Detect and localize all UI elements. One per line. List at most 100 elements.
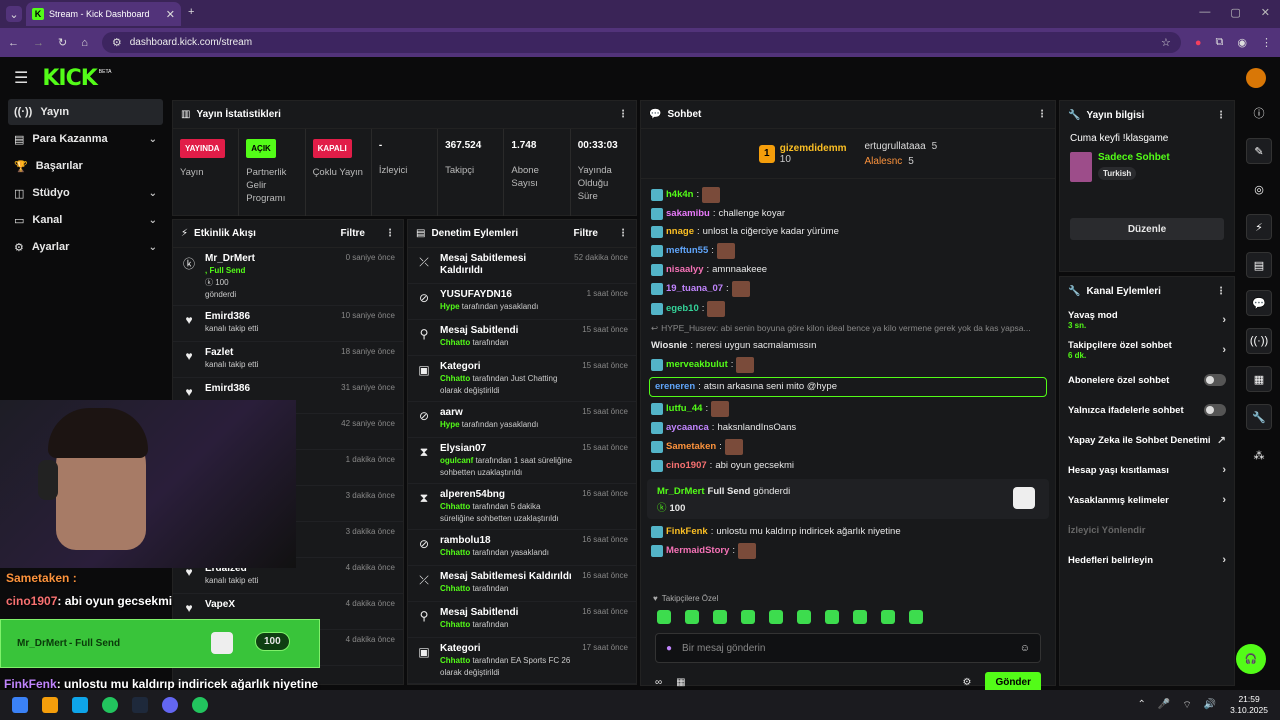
moderation-title[interactable]: alperen54bng	[440, 489, 506, 500]
highlighted-message[interactable]: ereneren: atsın arkasına seni mito @hype	[649, 377, 1047, 397]
more-menu-icon[interactable]: ⋮	[1216, 285, 1226, 297]
chat-message[interactable]: sakamibu: challenge koyar	[651, 207, 1045, 221]
pencil-icon[interactable]: ✎	[1246, 138, 1272, 164]
chat-message[interactable]: nnage: unlost la ciğerciye kadar yürüme	[651, 225, 1045, 239]
moderation-title[interactable]: Elysian07	[440, 443, 487, 454]
chat-message[interactable]: 19_tuana_07:	[651, 281, 1045, 297]
activity-user[interactable]: Fazlet	[205, 347, 234, 358]
close-tab-icon[interactable]: ✕	[165, 8, 175, 21]
chat-message[interactable]: h4k4n:	[651, 187, 1045, 203]
support-headset-icon[interactable]: 🎧	[1236, 644, 1266, 674]
activity-user[interactable]: Emird386	[205, 311, 251, 322]
moderation-icon[interactable]: ▦	[1246, 366, 1272, 392]
chat-username[interactable]: meftun55	[666, 245, 709, 256]
chat-username[interactable]: merveakbulut	[666, 359, 728, 370]
clock[interactable]: 21:59 3.10.2025	[1230, 694, 1268, 716]
more-menu-icon[interactable]: ⋮	[618, 109, 628, 120]
settings-icon[interactable]: ⚙	[962, 676, 972, 688]
channel-action-3[interactable]: Yalnızca ifadelerle sohbet	[1060, 395, 1234, 425]
emote-icon[interactable]	[853, 610, 867, 624]
chat-username[interactable]: MermaidStory	[666, 545, 730, 556]
moderator-name[interactable]: Hype	[440, 302, 460, 311]
moderator-name[interactable]: Chhatto	[440, 656, 471, 665]
minimize-icon[interactable]: —	[1199, 6, 1211, 18]
wrench-icon[interactable]: 🔧	[1246, 404, 1272, 430]
channel-action-8[interactable]: Hedefleri belirleyin ›	[1060, 545, 1234, 575]
chat-message[interactable]: Sametaken:	[651, 439, 1045, 455]
kick-logo[interactable]: KICK	[42, 65, 97, 91]
bookmark-star-icon[interactable]: ☆	[1161, 37, 1171, 49]
chat-username[interactable]: nnage	[666, 226, 694, 237]
tab-search-icon[interactable]: ⌄	[6, 6, 22, 22]
moderator-name[interactable]: Chhatto	[440, 548, 471, 557]
mic-icon[interactable]: ●	[666, 642, 673, 654]
emote-icon[interactable]	[797, 610, 811, 624]
filter-button[interactable]: Filtre	[340, 228, 365, 239]
chat-message[interactable]: lutfu_44:	[651, 401, 1045, 417]
chat-username[interactable]: h4k4n	[666, 189, 694, 200]
reload-icon[interactable]: ↻	[58, 37, 68, 49]
moderation-title[interactable]: Mesaj Sabitlendi	[440, 325, 519, 336]
moderator-name[interactable]: Chhatto	[440, 502, 471, 511]
chat-username[interactable]: ereneren	[655, 381, 696, 392]
more-menu-icon[interactable]: ⋮	[385, 228, 395, 239]
emote-icon[interactable]	[769, 610, 783, 624]
chat-username[interactable]: cino1907	[666, 460, 707, 471]
emote-icon[interactable]	[909, 610, 923, 624]
more-menu-icon[interactable]: ⋮	[1037, 109, 1047, 120]
url-field[interactable]: ⚙ dashboard.kick.com/stream ☆	[101, 32, 1181, 53]
channel-action-5[interactable]: Hesap yaşı kısıtlaması ›	[1060, 455, 1234, 485]
kicks-icon[interactable]: ∞	[655, 676, 663, 688]
filter-button[interactable]: Filtre	[573, 228, 598, 239]
moderator-name[interactable]: Chhatto	[440, 620, 471, 629]
moderator-name[interactable]: Chhatto	[440, 338, 471, 347]
emote-icon[interactable]	[741, 610, 755, 624]
moderator-name[interactable]: ogulcanf	[440, 456, 474, 465]
emote-icon[interactable]	[685, 610, 699, 624]
chat-message[interactable]: cino1907: abi oyun gecsekmi	[651, 459, 1045, 473]
mic-icon[interactable]: 🎤	[1157, 698, 1171, 710]
chat-bubble-icon[interactable]: 💬	[1246, 290, 1272, 316]
moderation-title[interactable]: Mesaj Sabitlemesi Kaldırıldı	[440, 253, 527, 276]
moderation-title[interactable]: Kategori	[440, 643, 481, 654]
chat-message[interactable]: nisaalyy: amnnaakeee	[651, 263, 1045, 277]
broadcast-icon[interactable]: ((·))	[1246, 328, 1272, 354]
moderator-name[interactable]: Hype	[440, 420, 460, 429]
spotify-icon[interactable]	[192, 697, 208, 713]
chat-message[interactable]: MermaidStory:	[651, 543, 1045, 559]
chat-username[interactable]: lutfu_44	[666, 403, 703, 414]
browser-tab[interactable]: K Stream - Kick Dashboard ✕	[26, 2, 181, 26]
browser-menu-icon[interactable]: ⋮	[1261, 37, 1272, 49]
lightning-icon[interactable]: ⚡	[1246, 214, 1272, 240]
back-icon[interactable]: ←	[8, 36, 19, 49]
hamburger-menu-icon[interactable]: ☰	[14, 70, 29, 87]
chat-username[interactable]: FinkFenk	[666, 526, 708, 537]
store-icon[interactable]: ▦	[676, 676, 686, 688]
top-gifter-2[interactable]: ertugrullataaa 5	[864, 139, 937, 154]
edit-button[interactable]: Düzenle	[1070, 218, 1224, 240]
windows-start-icon[interactable]	[12, 697, 28, 713]
home-icon[interactable]: ⌂	[81, 36, 88, 49]
info-icon[interactable]: ⓘ	[1253, 108, 1265, 120]
chat-username[interactable]: aycaanca	[666, 422, 709, 433]
sidebar-item-kanal[interactable]: ▭ Kanal ⌄	[8, 207, 163, 233]
toggle-switch[interactable]	[1204, 374, 1226, 386]
profile-avatar-icon[interactable]: ◉	[1237, 37, 1247, 49]
sidebar-item-basarilar[interactable]: 🏆 Başarılar	[8, 153, 163, 179]
moderation-title[interactable]: YUSUFAYDN16	[440, 289, 512, 300]
close-window-icon[interactable]: ✕	[1260, 7, 1270, 19]
moderation-title[interactable]: rambolu18	[440, 535, 491, 546]
chat-message[interactable]: FinkFenk: unlostu mu kaldırıp indiricek a…	[651, 525, 1045, 539]
emote-icon[interactable]	[881, 610, 895, 624]
activity-user[interactable]: VapeX	[205, 599, 236, 610]
sidebar-item-yayin[interactable]: ((·)) Yayın	[8, 99, 163, 125]
user-avatar[interactable]	[1246, 68, 1266, 88]
apps-icon[interactable]: ⁂	[1253, 449, 1265, 462]
moderation-title[interactable]: aarw	[440, 407, 463, 418]
chat-input[interactable]: ● Bir mesaj gönderin ☺	[655, 633, 1041, 663]
top-gifter-1[interactable]: 1 gizemdidemm 10	[758, 143, 846, 165]
file-explorer-icon[interactable]	[42, 697, 58, 713]
activity-user[interactable]: Emird386	[205, 383, 251, 394]
chat-message[interactable]: aycaanca: haksnlandInsOans	[651, 421, 1045, 435]
moderation-title[interactable]: Mesaj Sabitlendi	[440, 607, 519, 618]
